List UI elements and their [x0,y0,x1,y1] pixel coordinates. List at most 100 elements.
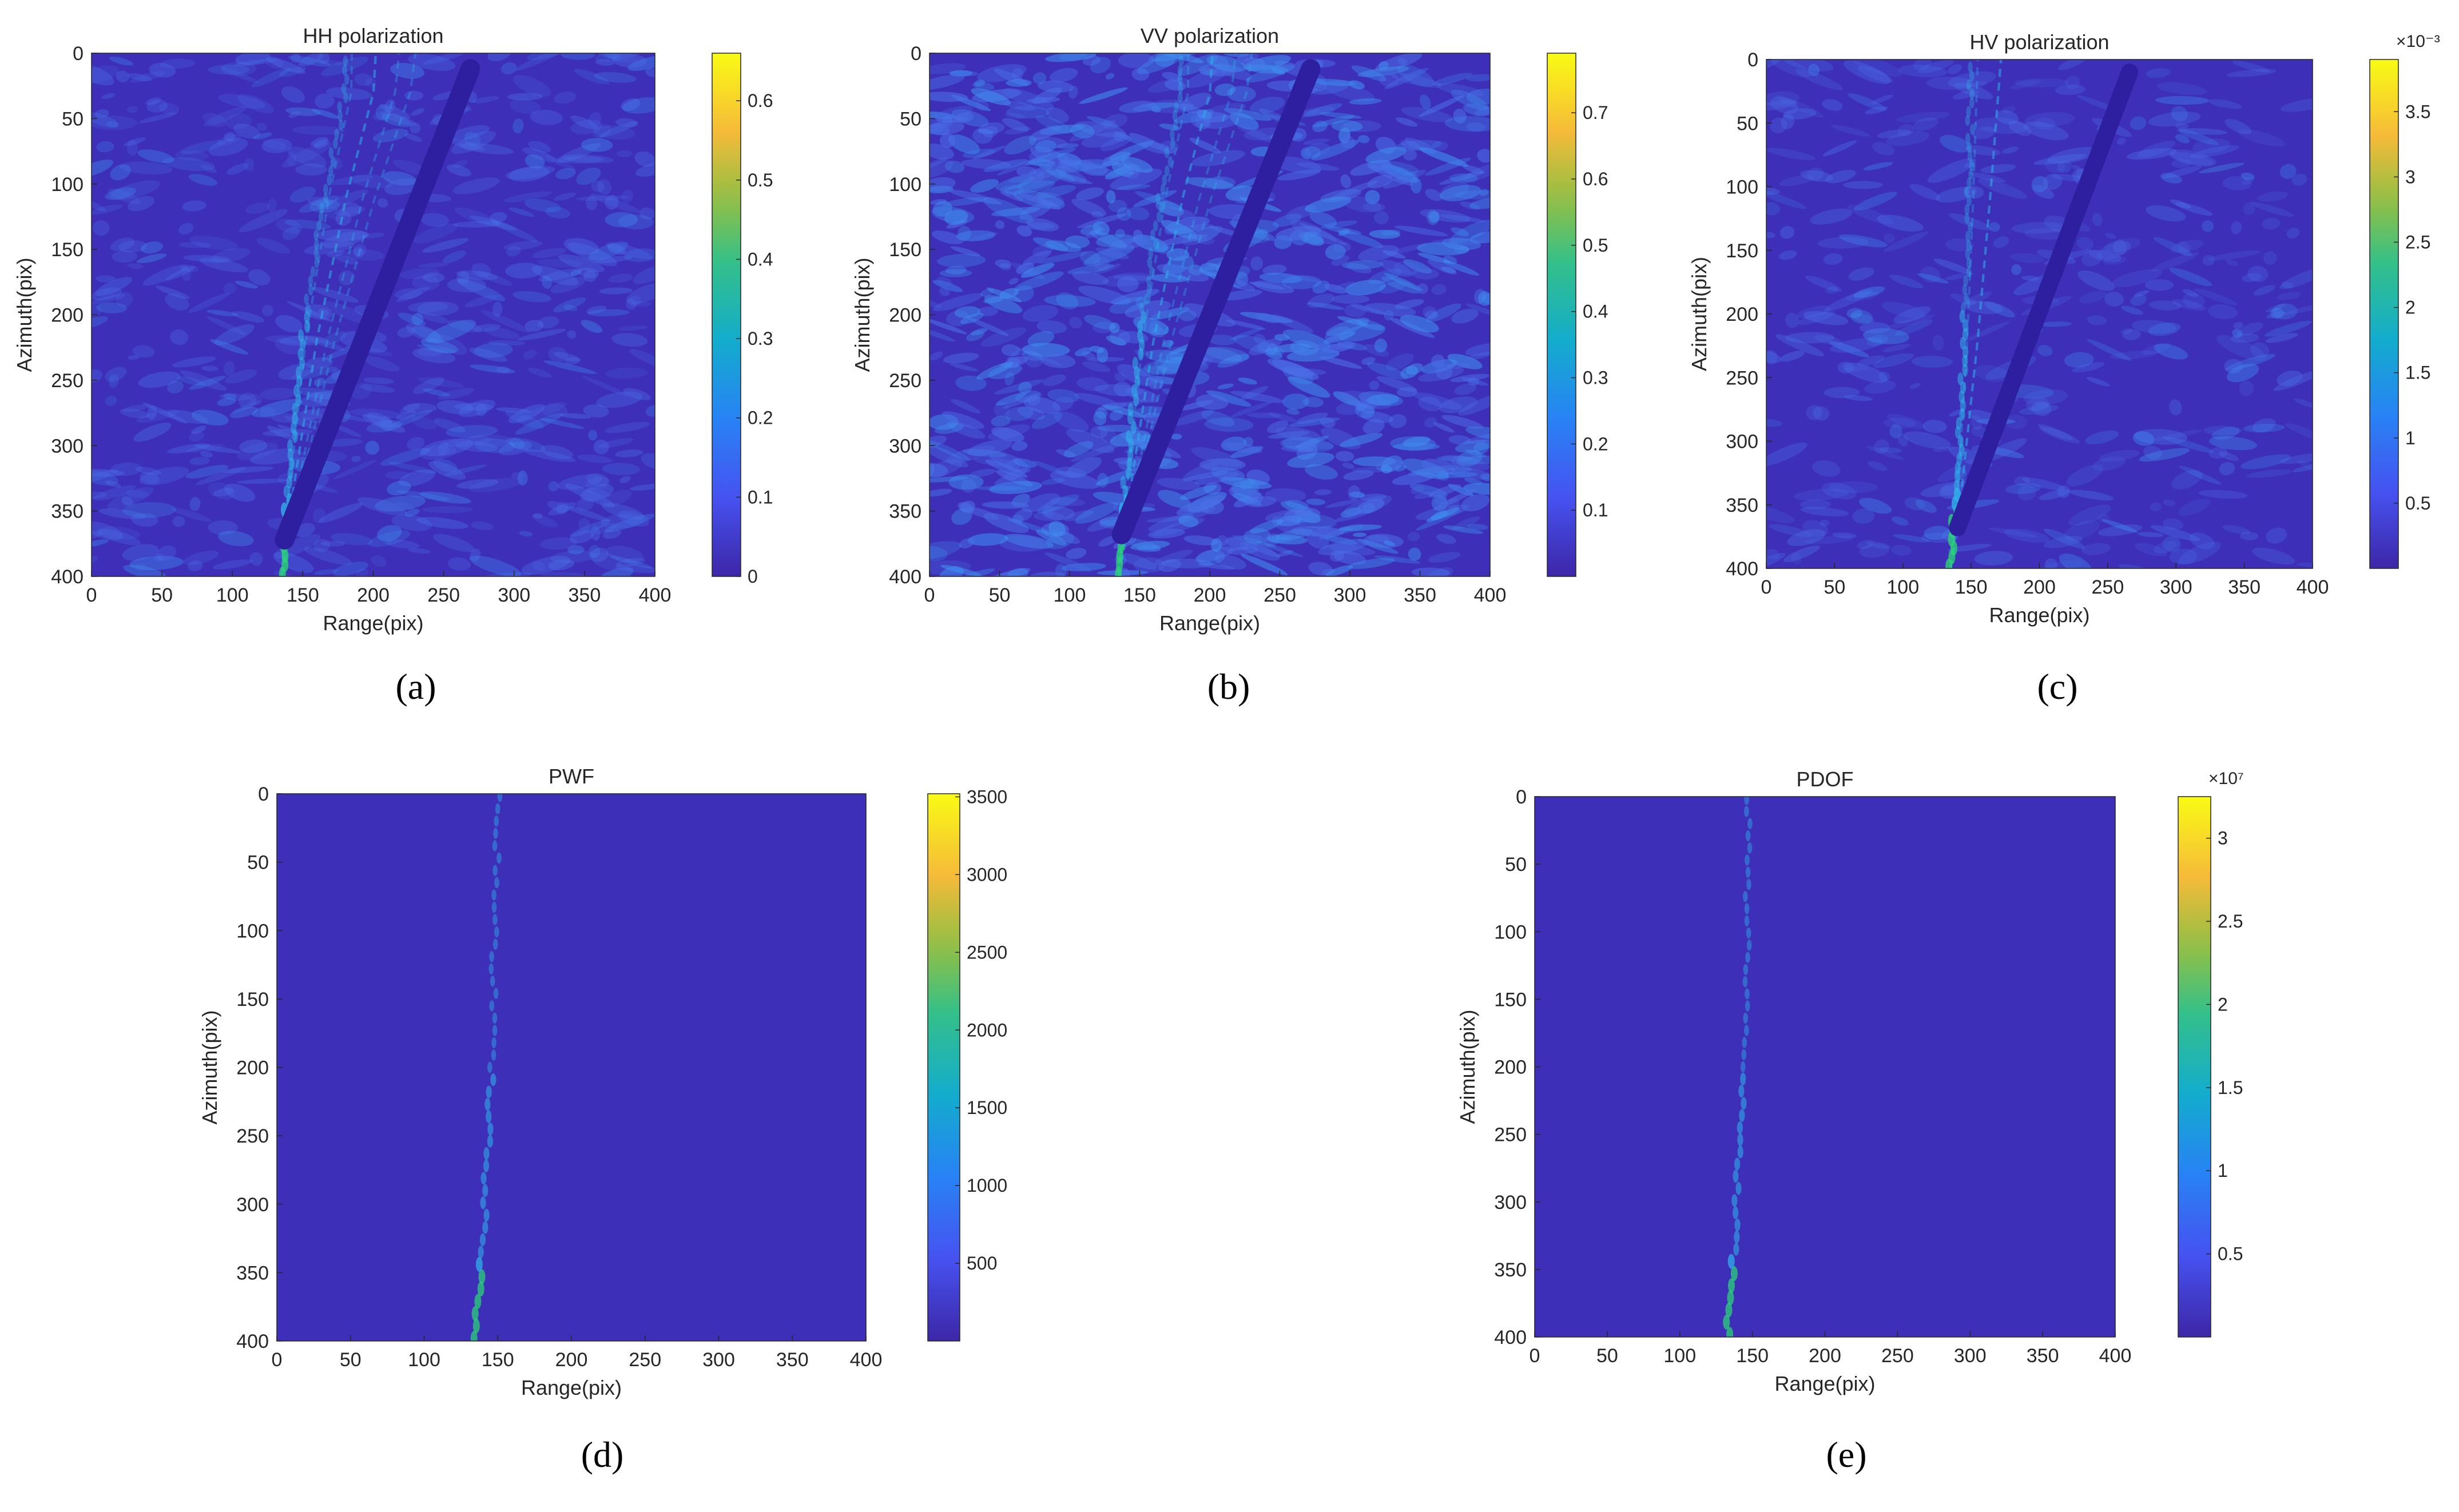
speckle [2240,172,2255,180]
speckle [1076,377,1109,392]
speckle [292,126,345,135]
speckle [617,150,632,157]
speckle [1889,424,1902,439]
speckle [929,299,942,308]
speckle [1229,112,1259,130]
panel-d: 0 50 100 150 200 250 300 350 4000501001502002503… [198,765,1007,1475]
speckle [2134,543,2168,556]
wake-streak [484,1097,491,1111]
speckle [528,141,551,153]
speckle [1030,146,1079,172]
speckle [1384,273,1423,291]
speckle [189,376,226,390]
speckle [1086,116,1119,128]
speckle [1214,83,1236,96]
speckle [219,393,251,401]
speckle [1250,256,1263,270]
speckle [939,269,972,277]
speckle [1267,359,1319,380]
wake-streak [1740,1061,1746,1073]
speckle [335,206,366,216]
speckle [412,325,441,341]
speckle [578,518,591,532]
speckle [200,164,217,173]
speckle [2113,240,2127,256]
speckle [2279,453,2313,464]
colorbar-tick-label: 2 [2218,994,2228,1014]
speckle [2097,241,2131,260]
speckle [1072,271,1109,285]
speckle [2182,289,2199,297]
speckle [553,352,581,362]
speckle [2192,138,2230,154]
speckle [2130,116,2147,130]
speckle [2243,423,2285,433]
speckle [289,186,316,203]
speckle [422,238,469,253]
speckle [1282,329,1331,349]
x-tick-label: 200 [1809,1345,1841,1367]
speckle [95,275,116,282]
speckle [971,88,1011,106]
wake-streak [314,238,319,250]
speckle [332,562,368,576]
colorbar-tick-label: 2.5 [2405,232,2430,252]
wake-streak [489,1000,495,1012]
speckle [1766,190,1806,209]
speckle [1273,343,1312,353]
speckle [983,197,1034,224]
speckle [563,238,599,255]
speckle [1441,266,1456,273]
speckle [1466,122,1486,132]
speckle [2065,75,2080,89]
speckle [1820,519,1830,527]
speckle [1868,461,1888,471]
speckle [1081,351,1096,359]
speckle [1857,355,1885,366]
panel-label: (a) [395,666,436,707]
speckle [1848,93,1887,111]
speckle [929,157,948,170]
speckle [237,94,274,114]
panel-b: 0 50 100 150 200 250 300 350 4000501001502002503… [851,24,1608,707]
speckle [335,211,352,226]
speckle [120,408,150,419]
speckle [1349,98,1382,105]
speckle [1071,443,1122,462]
speckle [1049,67,1078,82]
speckle [395,501,415,510]
speckle [1198,237,1215,245]
speckle [565,356,580,365]
speckle [2231,221,2242,234]
speckle [1859,543,1890,558]
speckle [263,139,287,150]
speckle [379,104,411,119]
y-tick-label: 50 [900,108,921,130]
speckle [315,229,370,242]
speckle [92,521,124,540]
colorbar-tick-label: 0.7 [1583,102,1608,123]
speckle [1238,377,1258,385]
wake-streak [483,1147,490,1160]
speckle [2266,304,2286,313]
speckle [1133,190,1177,207]
speckle [311,137,328,147]
speckle [2132,431,2155,446]
speckle [1429,211,1440,223]
speckle [506,437,546,452]
speckle [1414,491,1435,499]
speckle [615,564,655,574]
speckle [1108,200,1127,213]
speckle [970,179,999,193]
speckle [201,365,219,372]
speckle [1909,383,1921,389]
y-tick-label: 0 [1747,49,1758,71]
speckle [353,246,364,258]
speckle [1832,532,1857,538]
speckle [1383,540,1396,547]
wake-streak [1967,150,1973,162]
wake-streak [478,1269,486,1284]
speckle [623,388,651,400]
wake-streak [495,803,500,815]
wake-streak [1143,293,1149,305]
